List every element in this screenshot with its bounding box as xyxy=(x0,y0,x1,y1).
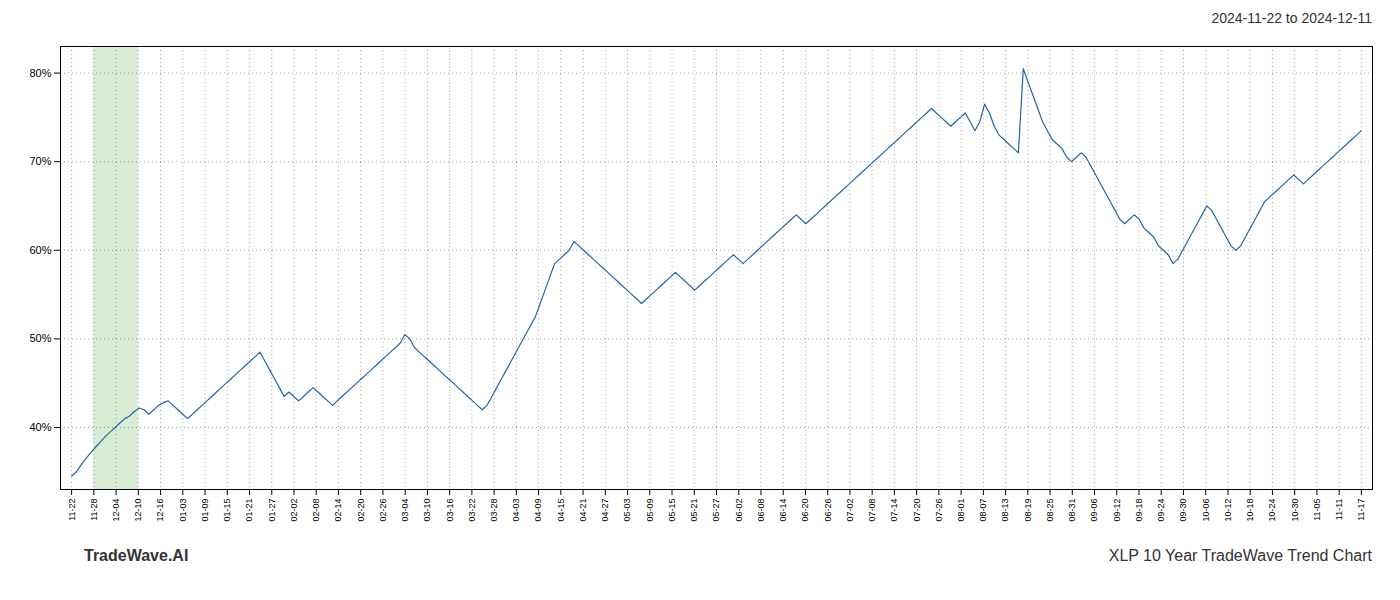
html-text:TradeWave.AI: TradeWave.AI xyxy=(84,547,189,564)
svg-text:04-21: 04-21 xyxy=(578,499,588,522)
svg-text:06-26: 06-26 xyxy=(823,499,833,522)
svg-text:70%: 70% xyxy=(29,155,51,167)
svg-text:12-04: 12-04 xyxy=(111,499,121,522)
svg-text:08-31: 08-31 xyxy=(1067,499,1077,522)
svg-text:03-10: 03-10 xyxy=(422,499,432,522)
svg-text:08-13: 08-13 xyxy=(1000,499,1010,522)
svg-text:08-07: 08-07 xyxy=(978,499,988,522)
svg-text:11-28: 11-28 xyxy=(89,499,99,521)
svg-text:01-03: 01-03 xyxy=(178,499,188,522)
svg-text:08-19: 08-19 xyxy=(1023,499,1033,522)
svg-text:02-20: 02-20 xyxy=(356,499,366,522)
svg-text:01-27: 01-27 xyxy=(267,499,277,522)
svg-text:05-09: 05-09 xyxy=(645,499,655,522)
svg-text:07-08: 07-08 xyxy=(867,499,877,522)
svg-text:06-08: 06-08 xyxy=(756,499,766,522)
html-text:2024-11-22 to 2024-12-11: 2024-11-22 to 2024-12-11 xyxy=(1211,10,1372,26)
svg-text:04-27: 04-27 xyxy=(600,499,610,522)
svg-text:80%: 80% xyxy=(29,67,51,79)
svg-text:09-18: 09-18 xyxy=(1134,499,1144,522)
svg-text:05-15: 05-15 xyxy=(667,499,677,522)
svg-text:10-12: 10-12 xyxy=(1223,499,1233,522)
svg-text:02-02: 02-02 xyxy=(289,499,299,522)
svg-text:07-14: 07-14 xyxy=(889,499,899,522)
svg-text:03-04: 03-04 xyxy=(400,499,410,522)
svg-text:02-08: 02-08 xyxy=(311,499,321,522)
svg-text:04-15: 04-15 xyxy=(556,499,566,522)
svg-text:07-02: 07-02 xyxy=(845,499,855,522)
svg-text:08-25: 08-25 xyxy=(1045,499,1055,522)
svg-text:03-16: 03-16 xyxy=(445,499,455,522)
svg-text:02-14: 02-14 xyxy=(333,499,343,522)
svg-text:60%: 60% xyxy=(29,244,51,256)
svg-text:12-10: 12-10 xyxy=(133,499,143,522)
svg-text:09-06: 09-06 xyxy=(1089,499,1099,522)
svg-text:10-24: 10-24 xyxy=(1267,499,1277,522)
svg-text:08-01: 08-01 xyxy=(956,499,966,522)
svg-text:06-02: 06-02 xyxy=(734,499,744,522)
svg-text:10-18: 10-18 xyxy=(1245,499,1255,522)
html-text:XLP 10 Year TradeWave Trend Ch: XLP 10 Year TradeWave Trend Chart xyxy=(1108,547,1372,564)
svg-text:11-11: 11-11 xyxy=(1334,499,1344,521)
svg-text:01-21: 01-21 xyxy=(244,499,254,522)
svg-text:40%: 40% xyxy=(29,421,51,433)
svg-text:07-26: 07-26 xyxy=(934,499,944,522)
svg-text:04-09: 04-09 xyxy=(533,499,543,522)
svg-text:04-03: 04-03 xyxy=(511,499,521,522)
svg-text:12-16: 12-16 xyxy=(155,499,165,522)
svg-text:09-12: 09-12 xyxy=(1112,499,1122,522)
svg-text:11-22: 11-22 xyxy=(66,499,76,521)
svg-text:05-03: 05-03 xyxy=(622,499,632,522)
svg-text:05-27: 05-27 xyxy=(711,499,721,522)
svg-text:06-14: 06-14 xyxy=(778,499,788,522)
svg-text:03-28: 03-28 xyxy=(489,499,499,522)
svg-text:11-05: 11-05 xyxy=(1312,499,1322,521)
svg-text:01-15: 01-15 xyxy=(222,499,232,522)
svg-text:09-30: 09-30 xyxy=(1178,499,1188,522)
svg-text:11-17: 11-17 xyxy=(1356,499,1366,521)
svg-text:06-20: 06-20 xyxy=(800,499,810,522)
svg-text:05-21: 05-21 xyxy=(689,499,699,522)
svg-text:07-20: 07-20 xyxy=(912,499,922,522)
svg-text:01-09: 01-09 xyxy=(200,499,210,522)
svg-text:09-24: 09-24 xyxy=(1156,499,1166,522)
svg-text:02-26: 02-26 xyxy=(378,499,388,522)
svg-text:10-06: 10-06 xyxy=(1201,499,1211,522)
svg-text:50%: 50% xyxy=(29,332,51,344)
svg-text:10-30: 10-30 xyxy=(1290,499,1300,522)
svg-text:03-22: 03-22 xyxy=(467,499,477,522)
